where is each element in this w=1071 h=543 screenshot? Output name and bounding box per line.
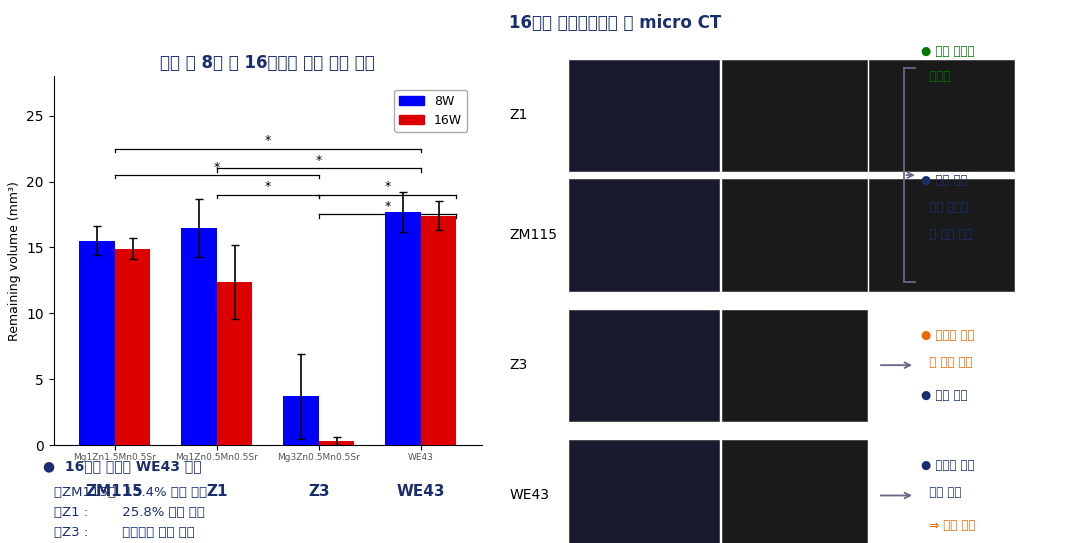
Text: 음영 강도: 음영 강도: [921, 487, 961, 499]
Bar: [569, 60, 719, 171]
Text: ● 표면 주위: ● 표면 주위: [921, 174, 967, 187]
Text: －Z1 :        25.8% 분해 빠름: －Z1 : 25.8% 분해 빠름: [54, 506, 205, 519]
Bar: [181, 228, 216, 445]
Bar: [722, 60, 866, 171]
Bar: [870, 60, 1014, 171]
Text: －Z3 :        급속도로 완전 분해: －Z3 : 급속도로 완전 분해: [54, 526, 194, 539]
Bar: [722, 310, 866, 421]
Bar: [386, 212, 421, 445]
Text: *: *: [384, 180, 391, 193]
Text: 매우 활발한: 매우 활발한: [921, 201, 968, 214]
Bar: [569, 179, 719, 291]
Bar: [569, 440, 719, 543]
Text: ● 균일 속도로: ● 균일 속도로: [921, 45, 975, 58]
Legend: 8W, 16W: 8W, 16W: [394, 90, 467, 132]
Text: WE43: WE43: [396, 484, 444, 499]
Text: *: *: [265, 134, 271, 147]
Text: 생분해: 생분해: [921, 70, 950, 83]
Y-axis label: Remaining volume (mm³): Remaining volume (mm³): [7, 181, 20, 340]
Text: ● 내부 공백: ● 내부 공백: [921, 389, 967, 401]
Text: Z1: Z1: [509, 109, 527, 122]
Text: ● 뼈보다 높은: ● 뼈보다 높은: [921, 459, 975, 472]
Bar: [79, 241, 115, 445]
Text: ⇒ 높은 밀도: ⇒ 높은 밀도: [921, 519, 975, 532]
Text: *: *: [384, 200, 391, 213]
Text: *: *: [316, 154, 322, 167]
Text: *: *: [265, 180, 271, 193]
Text: Z1: Z1: [206, 484, 227, 499]
Text: Z3: Z3: [509, 358, 527, 372]
Bar: [722, 440, 866, 543]
Text: 골 형성 작용: 골 형성 작용: [921, 229, 972, 241]
Text: Z3: Z3: [308, 484, 330, 499]
Bar: [722, 179, 866, 291]
Bar: [216, 282, 253, 445]
Bar: [569, 310, 719, 421]
Bar: [421, 216, 456, 445]
Text: ZM115: ZM115: [86, 484, 144, 499]
Bar: [283, 396, 319, 445]
Bar: [870, 179, 1014, 291]
Text: 이식 후 8주 및 16주에서 잔존 부피 변화: 이식 후 8주 및 16주에서 잔존 부피 변화: [161, 54, 375, 72]
Text: ZM115: ZM115: [509, 228, 557, 242]
Text: 및 가스 포집: 및 가스 포집: [921, 356, 972, 369]
Text: ●  16주차 대조군 WE43 대비: ● 16주차 대조군 WE43 대비: [43, 459, 201, 473]
Text: －ZM115：  13.4% 분해 빠름: －ZM115： 13.4% 분해 빠름: [54, 486, 207, 499]
Text: WE43: WE43: [509, 489, 549, 502]
Text: *: *: [213, 161, 220, 174]
Bar: [319, 441, 355, 445]
Bar: [115, 249, 150, 445]
Text: 16주차 조직병리사진 및 micro CT: 16주차 조직병리사진 및 micro CT: [509, 14, 721, 31]
Text: ● 급속한 분해: ● 급속한 분해: [921, 329, 975, 342]
